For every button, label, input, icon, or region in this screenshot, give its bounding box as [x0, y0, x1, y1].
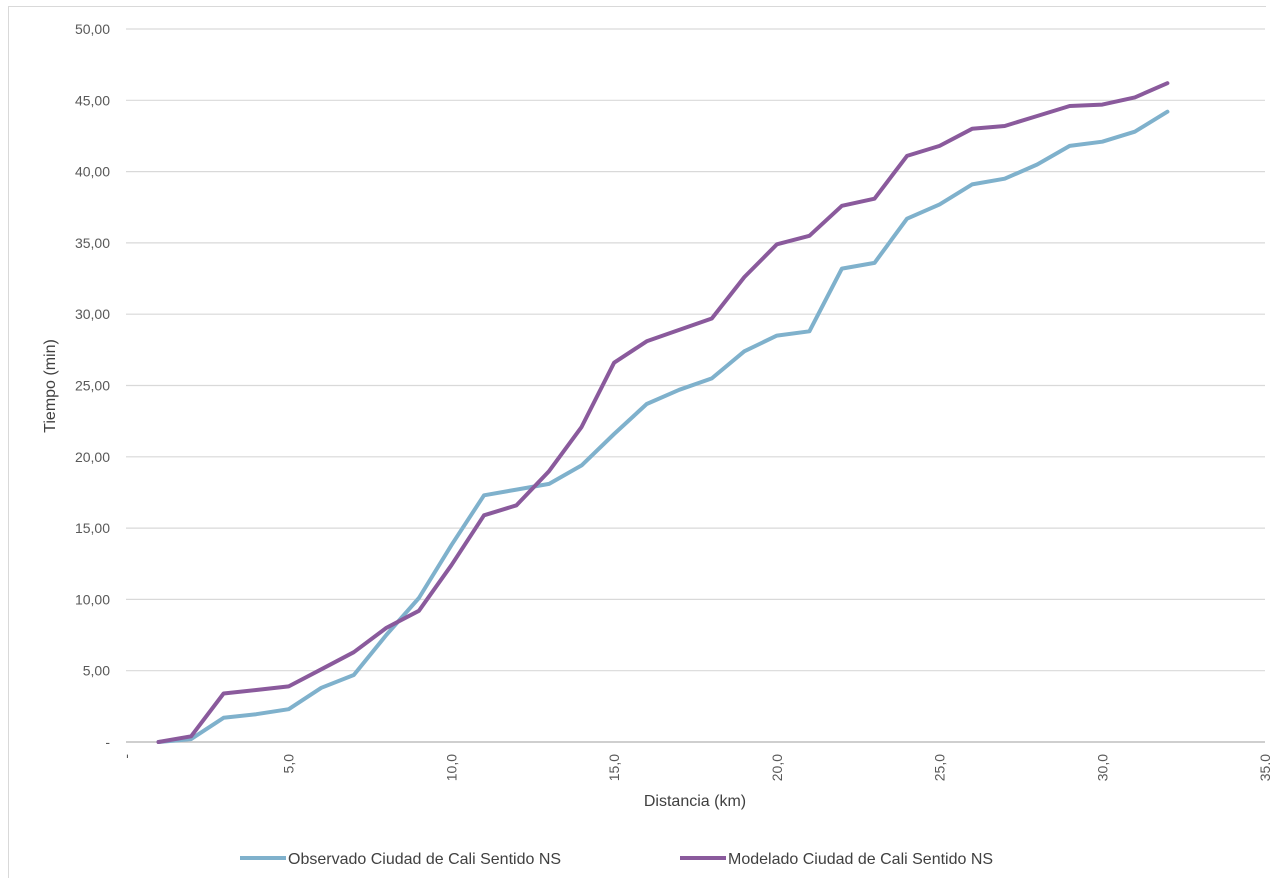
x-tick-label: 35,0 — [1257, 754, 1270, 781]
x-tick-label: 30,0 — [1094, 754, 1110, 781]
series-line-observado — [156, 109, 1170, 744]
legend-label: Observado Ciudad de Cali Sentido NS — [288, 851, 561, 868]
x-axis-title: Distancia (km) — [644, 793, 746, 810]
x-tick-label: 25,0 — [932, 754, 948, 781]
x-tick-label: 10,0 — [443, 754, 459, 781]
y-tick-label: 15,00 — [75, 520, 110, 536]
y-tick-label: - — [105, 734, 110, 750]
legend: Observado Ciudad de Cali Sentido NS Model… — [240, 851, 993, 868]
y-tick-label: 50,00 — [75, 21, 110, 37]
y-tick-label: 25,00 — [75, 378, 110, 394]
y-tick-label: 35,00 — [75, 235, 110, 251]
x-tick-label: - — [118, 754, 134, 759]
gridlines — [126, 28, 1265, 672]
y-tick-label: 45,00 — [75, 92, 110, 108]
y-tick-label: 10,00 — [75, 591, 110, 607]
x-tick-labels: - 5,0 10,0 15,0 20,0 25,0 30,0 35,0 — [118, 754, 1270, 782]
x-tick-label: 15,0 — [606, 754, 622, 781]
x-tick-label: 5,0 — [281, 754, 297, 774]
series-line-modelado — [156, 81, 1170, 744]
y-tick-label: 5,00 — [83, 663, 110, 679]
y-axis-title: Tiempo (min) — [42, 339, 59, 433]
series-lines — [156, 81, 1170, 744]
x-tick-label: 20,0 — [769, 754, 785, 781]
y-tick-labels: - 5,00 10,00 15,00 20,00 25,00 30,00 35,00 40,00… — [75, 21, 110, 750]
y-tick-label: 30,00 — [75, 306, 110, 322]
y-tick-label: 40,00 — [75, 164, 110, 180]
legend-label: Modelado Ciudad de Cali Sentido NS — [728, 851, 993, 868]
y-tick-label: 20,00 — [75, 449, 110, 465]
